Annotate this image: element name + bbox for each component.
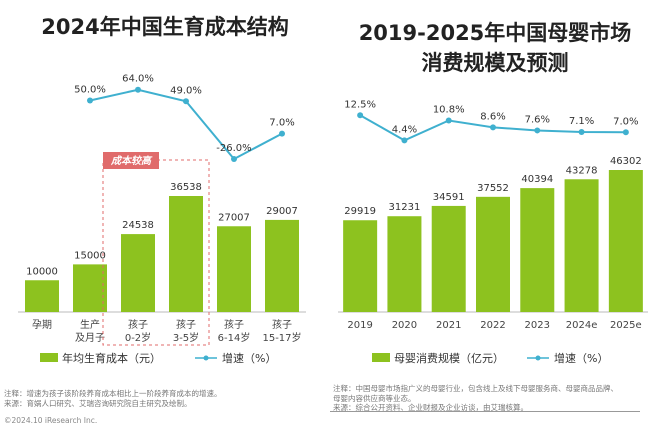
left-note-line: 注释：增速为孩子该阶段养育成本相比上一阶段养育成本的增速。 [4, 389, 222, 398]
growth-point [534, 127, 541, 134]
x-tick-label: 2025e [610, 320, 642, 331]
growth-value-label: 49.0% [170, 85, 202, 96]
bar [520, 188, 555, 312]
x-tick-label: 孩子 [272, 318, 292, 331]
growth-point [183, 98, 189, 105]
growth-point [578, 128, 585, 135]
bar-value-label: 27007 [218, 212, 250, 223]
bar-value-label: 34591 [433, 192, 465, 203]
growth-point [445, 117, 452, 124]
growth-value-label: 12.5% [344, 99, 376, 110]
growth-value-label: 50.0% [74, 85, 106, 96]
growth-point [490, 124, 496, 131]
growth-point [357, 112, 364, 119]
x-tick-label: 2024e [566, 320, 598, 331]
growth-value-label: -26.0% [216, 143, 251, 154]
right-source-line: 来源：综合公开资料、企业财报及企业访谈，由艾瑞核算。 [333, 403, 528, 412]
bar-value-label: 40394 [521, 174, 553, 185]
x-tick-label: 孩子 [176, 318, 196, 331]
growth-point [231, 156, 237, 163]
right-note-line-2: 母婴内容供应商等业态。 [333, 393, 416, 403]
legend-bar-label: 母婴消费规模（亿元） [394, 351, 504, 365]
bar [121, 234, 155, 312]
legend-bar-swatch [372, 353, 390, 362]
left-source-line: 来源：育娲人口研究、艾瑞咨询研究院自主研究及绘制。 [4, 398, 192, 408]
bar [387, 216, 422, 312]
x-tick-label: 2021 [436, 320, 461, 331]
x-tick-label: 2019 [347, 320, 372, 331]
x-tick-label: 孩子 [224, 318, 244, 331]
x-tick-label: 15-17岁 [262, 331, 301, 344]
x-tick-label: 3-5岁 [173, 331, 199, 344]
growth-value-label: 7.1% [569, 116, 594, 127]
footnote-divider [330, 411, 640, 412]
x-tick-label: 孕期 [32, 319, 52, 331]
chart-title: 2024年中国生育成本结构 [41, 15, 288, 39]
bar [476, 196, 510, 312]
x-tick-label: 生产 [80, 318, 100, 331]
growth-value-label: 4.4% [392, 124, 417, 135]
bar-value-label: 10000 [26, 266, 58, 277]
bar [343, 220, 378, 312]
chart-title: 消费规模及预测 [422, 51, 569, 75]
bar-value-label: 31231 [389, 202, 421, 213]
growth-point [279, 130, 285, 137]
legend-bar-swatch [40, 353, 58, 362]
bar [217, 226, 251, 312]
bar-value-label: 37552 [477, 183, 509, 194]
bar-value-label: 24538 [122, 220, 154, 231]
bar [564, 179, 599, 312]
bar-value-label: 36538 [170, 182, 202, 193]
growth-value-label: 64.0% [122, 74, 154, 85]
bar [25, 280, 59, 312]
x-tick-label: 6-14岁 [218, 331, 251, 344]
bar [265, 219, 299, 312]
bar [73, 264, 107, 312]
growth-value-label: 7.0% [613, 116, 638, 127]
right-note-line: 注释：中国母婴市场指广义的母婴行业，包含线上及线下母婴服务商、母婴商品品牌、 [333, 384, 618, 393]
legend-bar-label: 年均生育成本（元） [62, 351, 161, 365]
growth-value-label: 8.6% [480, 111, 505, 122]
x-tick-label: 孩子 [128, 318, 148, 331]
bar-value-label: 46302 [610, 156, 642, 167]
bar-value-label: 15000 [74, 250, 106, 261]
growth-point [87, 97, 93, 104]
bar-value-label: 43278 [566, 165, 598, 176]
legend-line-marker [535, 355, 541, 361]
x-tick-label: 2022 [480, 320, 505, 331]
x-tick-label: 2020 [392, 320, 417, 331]
highlight-badge-label: 成本较高 [110, 155, 153, 167]
bar-value-label: 29919 [344, 206, 376, 217]
legend-line-marker [203, 355, 209, 361]
legend-line-label: 增速（%） [222, 351, 276, 365]
bar [431, 205, 466, 312]
growth-point [401, 137, 408, 144]
growth-point [622, 129, 629, 136]
bar-value-label: 29007 [266, 206, 298, 217]
highlight-badge [103, 152, 159, 169]
copyright: ©2024.10 iResearch Inc. [4, 416, 98, 425]
growth-value-label: 10.8% [433, 105, 465, 116]
bar [608, 170, 643, 312]
bar [169, 196, 203, 312]
chart-title: 2019-2025年中国母婴市场 [359, 21, 632, 45]
left-footnote: 注释：增速为孩子该阶段养育成本相比上一阶段养育成本的增速。 来源：育娲人口研究、… [4, 389, 222, 408]
x-tick-label: 及月子 [75, 332, 105, 344]
highlight-box [102, 159, 210, 346]
right-footnote: 注释：中国母婴市场指广义的母婴行业，包含线上及线下母婴服务商、母婴商品品牌、 母… [333, 384, 618, 413]
x-tick-label: 2023 [525, 320, 550, 331]
growth-point [135, 86, 141, 93]
growth-value-label: 7.0% [269, 118, 294, 129]
x-tick-label: 0-2岁 [125, 331, 151, 344]
growth-value-label: 7.6% [525, 114, 550, 125]
legend-line-label: 增速（%） [554, 351, 608, 365]
